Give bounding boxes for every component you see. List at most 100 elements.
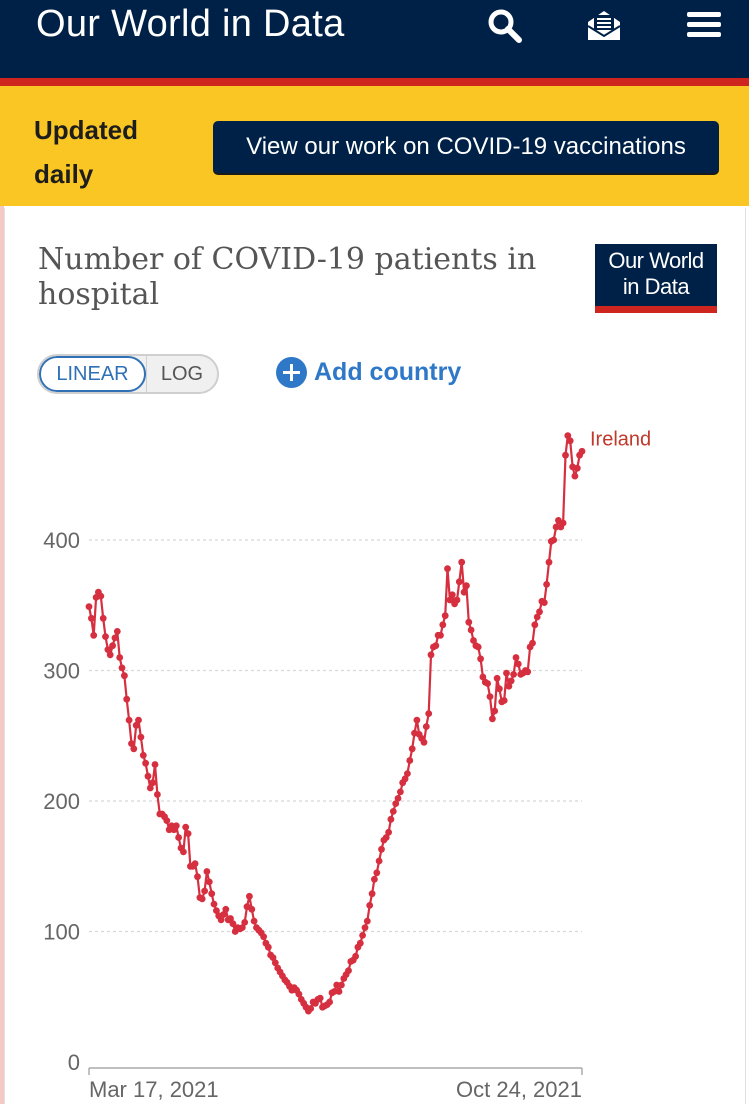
data-point [408,745,416,753]
plus-circle-icon [276,356,307,388]
data-point [361,924,369,931]
data-point [121,672,128,680]
data-point [248,905,256,913]
data-point [536,608,543,616]
owid-logo-accent [595,306,717,313]
data-point [88,614,95,622]
series-label-ireland: Ireland [590,428,651,450]
data-point [477,655,484,663]
data-point [387,815,395,823]
data-point [420,738,428,746]
data-point [562,451,569,459]
data-point [375,857,383,865]
data-point [99,614,107,622]
newsletter-icon[interactable] [584,6,624,44]
data-point [455,578,463,586]
data-point [163,817,171,824]
data-point [446,596,454,604]
data-point [154,791,161,798]
data-point [439,621,447,629]
gridlines [89,539,582,933]
linear-scale-button[interactable]: LINEAR [39,356,146,392]
chart-title: Number of COVID-19 patients in hospital [38,242,537,312]
data-point [326,998,333,1006]
data-point [512,654,520,661]
data-point [85,603,93,610]
data-point [529,639,536,647]
scale-toggle: LINEAR LOG [37,354,219,394]
data-point [566,437,574,445]
data-point [368,890,376,898]
add-country-button[interactable]: Add country [276,356,461,388]
owid-logo[interactable]: Our World in Data [595,244,717,306]
data-point [489,715,496,723]
data-point [118,664,126,672]
series-line-ireland [87,434,583,1013]
data-point [484,680,491,687]
owid-logo-line2: in Data [622,274,690,299]
data-point [373,869,381,877]
data-point [210,900,218,908]
data-point [406,757,414,764]
data-point [540,599,548,606]
data-point [366,902,374,909]
data-point [295,990,303,998]
data-point [246,892,253,900]
menu-icon[interactable] [684,6,724,44]
data-point [545,558,553,566]
data-point [250,917,258,925]
data-point [533,613,541,621]
data-point [543,581,550,588]
vaccinations-link-button[interactable]: View our work on COVID-19 vaccinations [213,121,719,173]
x-axis: Mar 17, 2021 Oct 24, 2021 [88,1067,583,1102]
data-point [531,621,539,629]
data-point [172,822,180,830]
data-point [316,994,324,1002]
data-point [271,959,279,967]
data-point [229,920,237,928]
data-point [493,674,501,682]
data-point [330,988,338,995]
top-navigation-bar: Our World in Data [0,0,749,78]
data-point [578,447,586,455]
data-point [463,582,470,590]
x-tick-label-start: Mar 17, 2021 [89,1077,219,1102]
data-point [116,654,124,661]
data-point [106,651,114,659]
data-point [394,795,402,802]
data-point [404,770,411,777]
data-point [460,588,468,596]
data-point [382,834,390,841]
data-point [217,916,225,924]
data-point [338,981,345,989]
data-point [269,954,277,961]
y-tick-label-200: 200 [43,789,80,814]
site-brand[interactable]: Our World in Data [36,3,345,45]
data-point [500,697,508,704]
log-scale-button[interactable]: LOG [146,356,217,392]
data-point [507,677,515,685]
data-point [437,631,444,639]
data-point [352,952,359,960]
data-point [432,642,440,650]
data-point [474,643,482,651]
data-point [149,779,157,787]
data-point [264,943,272,951]
data-point [564,432,572,439]
y-tick-label-100: 100 [43,920,80,945]
data-point [458,558,466,566]
header-accent-line [0,78,749,86]
data-point [573,464,581,472]
data-point [201,887,209,895]
data-point [552,523,560,531]
data-point [413,716,421,724]
data-point [184,830,192,837]
data-point [427,651,435,659]
search-icon[interactable] [484,6,524,44]
data-point [356,939,364,947]
x-tick-label-end: Oct 24, 2021 [456,1077,582,1102]
data-point [198,895,206,903]
data-point [151,761,159,768]
data-point [146,784,154,792]
data-point [371,875,378,883]
